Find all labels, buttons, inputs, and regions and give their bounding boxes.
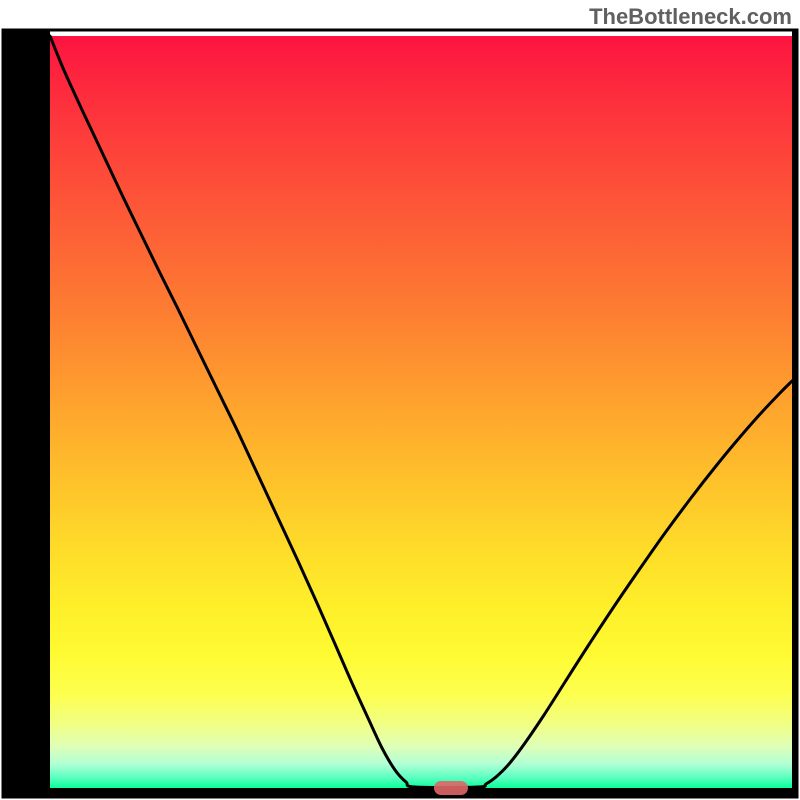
watermark-text: TheBottleneck.com — [589, 4, 792, 30]
chart-svg — [0, 0, 800, 800]
bottleneck-chart: TheBottleneck.com — [0, 0, 800, 800]
